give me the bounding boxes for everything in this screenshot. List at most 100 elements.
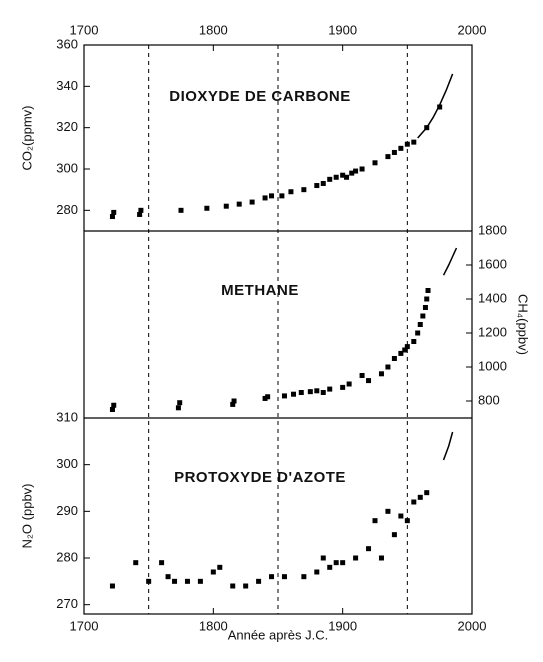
- data-point: [109, 583, 115, 589]
- data-point: [359, 166, 365, 172]
- y-tick-label: 280: [56, 549, 78, 564]
- data-point: [366, 546, 372, 552]
- data-point: [146, 578, 152, 584]
- data-point: [320, 390, 326, 395]
- data-point: [320, 180, 326, 186]
- y-axis-label: N₂O (ppbv): [19, 483, 34, 548]
- data-point: [307, 389, 313, 395]
- data-point: [314, 569, 320, 575]
- data-point: [320, 555, 326, 561]
- y-tick-label: 290: [56, 503, 78, 518]
- data-point: [291, 391, 297, 397]
- data-point: [425, 288, 431, 293]
- y-tick-label: 310: [56, 409, 78, 424]
- data-point: [178, 207, 184, 213]
- data-point: [301, 574, 307, 580]
- data-point: [230, 401, 236, 407]
- data-point: [210, 569, 216, 575]
- data-point: [404, 141, 410, 147]
- data-point: [378, 555, 384, 561]
- trend-line: [442, 431, 454, 461]
- y-tick-label: 300: [56, 456, 78, 471]
- data-point: [279, 193, 285, 199]
- data-point: [172, 578, 178, 584]
- data-point: [353, 168, 359, 174]
- data-point: [359, 373, 365, 378]
- y-tick-label: 270: [56, 596, 78, 611]
- data-point: [385, 364, 391, 370]
- data-point: [372, 160, 378, 166]
- data-point: [385, 508, 391, 514]
- data-point: [269, 574, 275, 580]
- data-point: [437, 104, 443, 110]
- data-point: [402, 347, 408, 353]
- data-point: [333, 174, 339, 180]
- data-point: [417, 322, 423, 327]
- data-point: [404, 518, 410, 524]
- y-tick-label: 320: [56, 119, 78, 134]
- data-point: [411, 339, 417, 344]
- data-point: [340, 172, 346, 178]
- y-tick-label: 340: [56, 78, 78, 93]
- data-point: [422, 305, 428, 310]
- data-point: [340, 384, 346, 390]
- data-point: [391, 532, 397, 538]
- data-point: [223, 203, 229, 209]
- data-point: [243, 583, 249, 589]
- data-point: [424, 296, 430, 302]
- x-axis-label: Année après J.C.: [228, 627, 328, 642]
- data-point: [333, 560, 339, 566]
- y-tick-label: 1400: [478, 290, 507, 305]
- data-point: [230, 583, 236, 589]
- data-point: [133, 560, 139, 566]
- data-point: [262, 395, 268, 401]
- data-point: [269, 193, 275, 199]
- y-tick-label: 1800: [478, 222, 507, 237]
- panel-title: METHANE: [221, 282, 299, 299]
- data-point: [366, 378, 372, 384]
- data-point: [415, 330, 421, 336]
- data-point: [217, 564, 223, 570]
- data-point: [327, 564, 333, 570]
- data-point: [138, 207, 144, 213]
- y-tick-label: 280: [56, 202, 78, 217]
- data-point: [411, 499, 417, 505]
- y-tick-label: 300: [56, 160, 78, 175]
- data-point: [236, 201, 242, 207]
- data-point: [111, 402, 117, 408]
- x-tick-label: 1800: [199, 22, 228, 37]
- y-tick-label: 800: [478, 392, 500, 407]
- data-point: [184, 578, 190, 584]
- data-point: [385, 154, 391, 160]
- data-point: [346, 381, 352, 387]
- y-axis-label: CH₄(ppbv): [516, 294, 531, 355]
- data-point: [344, 174, 350, 180]
- data-point: [298, 390, 304, 395]
- data-point: [314, 183, 320, 189]
- x-tick-label: 1700: [70, 22, 99, 37]
- data-point: [204, 205, 210, 211]
- data-point: [314, 388, 320, 394]
- data-point: [111, 209, 117, 215]
- data-point: [404, 344, 410, 350]
- x-tick-label: 2000: [458, 22, 487, 37]
- data-point: [256, 578, 262, 584]
- data-point: [417, 494, 423, 500]
- y-tick-label: 1000: [478, 358, 507, 373]
- x-tick-label: 1800: [199, 618, 228, 633]
- y-tick-label: 360: [56, 36, 78, 51]
- data-point: [265, 394, 271, 400]
- data-point: [391, 356, 397, 361]
- data-point: [349, 170, 355, 176]
- trend-line: [442, 247, 458, 276]
- data-point: [327, 386, 333, 392]
- data-point: [398, 145, 404, 151]
- data-point: [159, 560, 165, 566]
- data-point: [301, 187, 307, 193]
- y-tick-label: 1600: [478, 256, 507, 271]
- data-point: [231, 398, 237, 404]
- panel-title: PROTOXYDE D'AZOTE: [174, 469, 346, 486]
- data-point: [197, 578, 203, 584]
- data-point: [165, 574, 171, 580]
